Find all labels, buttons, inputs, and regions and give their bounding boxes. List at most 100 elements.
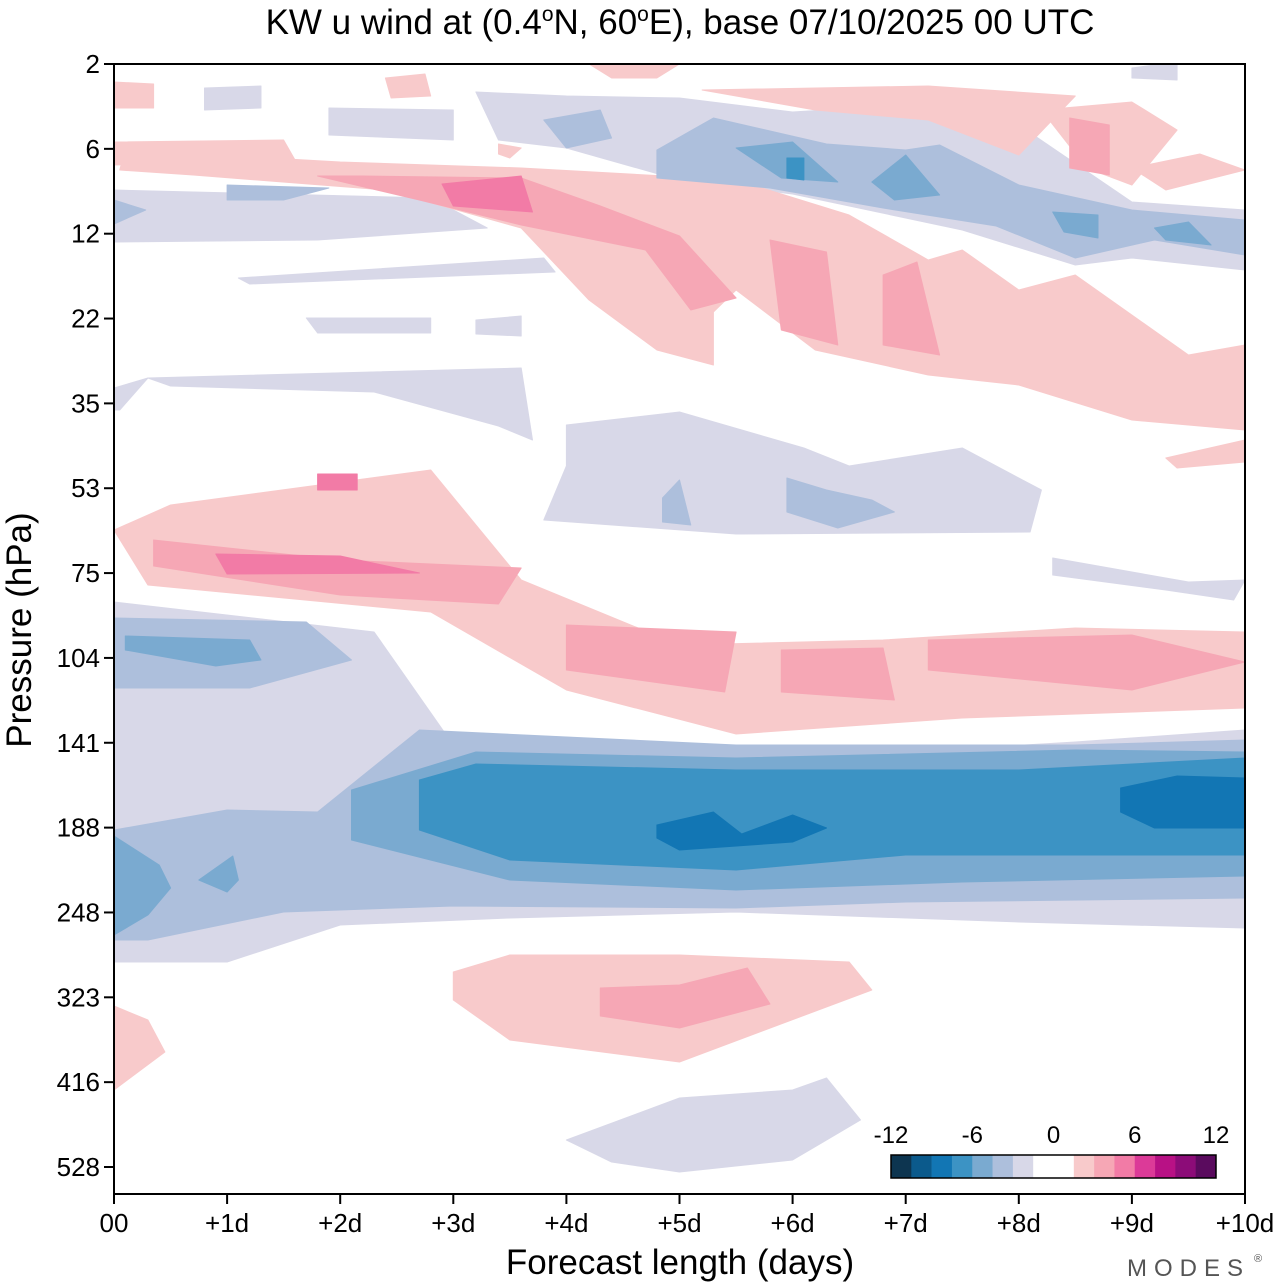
contour-field (114, 64, 1245, 1194)
colorbar-swatch (931, 1155, 953, 1178)
colorbar-tick-label: 0 (1047, 1122, 1060, 1149)
colorbar-swatch (911, 1155, 932, 1178)
colorbar-tick-label: -6 (962, 1122, 983, 1149)
x-axis-label: Forecast length (days) (506, 1243, 854, 1282)
contour-region (114, 81, 155, 109)
y-tick-label: 6 (86, 134, 100, 164)
y-tick-label: 248 (57, 897, 100, 927)
contour-region (498, 143, 522, 159)
contour-region (780, 647, 895, 701)
contour-region (871, 154, 941, 201)
chart-title: KW u wind at (0.4oN, 60oE), base 07/10/2… (266, 3, 1095, 42)
colorbar-tick-label: 6 (1128, 1122, 1141, 1149)
x-tick-label: +5d (657, 1208, 701, 1238)
y-tick-label: 22 (71, 304, 100, 334)
x-tick-label: +7d (884, 1208, 928, 1238)
colorbar-swatch (1155, 1155, 1176, 1178)
y-tick-label: 35 (71, 388, 100, 418)
colorbar-swatch (1073, 1155, 1095, 1178)
colorbar-swatch (1114, 1155, 1136, 1178)
contour-region (441, 175, 533, 213)
contour-region (927, 634, 1245, 691)
y-tick-label: 2 (86, 49, 100, 79)
contour-region (1120, 775, 1245, 829)
contour-region (215, 553, 420, 575)
x-tick-label: +6d (771, 1208, 815, 1238)
contour-region (588, 64, 680, 79)
contour-region (662, 479, 692, 526)
contour-region (1165, 439, 1245, 469)
colorbar: -12 -6 0 6 12 (874, 1122, 1230, 1179)
x-tick-label: +8d (997, 1208, 1041, 1238)
contour-region (786, 157, 805, 181)
brand-logo: MODES (1127, 1255, 1250, 1282)
colorbar-swatch (1195, 1155, 1217, 1178)
x-tick-label: +10d (1216, 1208, 1275, 1238)
x-tick-label: +9d (1110, 1208, 1154, 1238)
x-tick-label: +2d (318, 1208, 362, 1238)
contour-region (1052, 557, 1245, 601)
colorbar-swatch (1094, 1155, 1115, 1178)
y-tick-label: 141 (57, 728, 100, 758)
registered-mark: ® (1254, 1253, 1262, 1265)
y-tick-label: 53 (71, 473, 100, 503)
contour-region (114, 835, 172, 936)
contour-region (1052, 211, 1099, 239)
colorbar-swatch (992, 1155, 1014, 1178)
contour-region (147, 367, 533, 441)
colorbar-swatch (891, 1155, 912, 1178)
colorbar-frame (890, 1154, 1217, 1179)
contour-region (384, 73, 432, 99)
colorbar-swatch (1033, 1155, 1054, 1178)
contour-region (1131, 153, 1245, 191)
contour-region (882, 261, 941, 356)
colorbar-tick-label: -12 (874, 1122, 909, 1149)
contour-region (543, 109, 613, 149)
contour-region (565, 1077, 861, 1173)
y-axis-label: Pressure (hPa) (0, 512, 39, 747)
y-tick-label: 528 (57, 1152, 100, 1182)
y-tick-label: 12 (71, 219, 100, 249)
y-tick-label: 323 (57, 982, 100, 1012)
contour-region (237, 257, 556, 285)
colorbar-swatch (951, 1155, 973, 1178)
contour-region (305, 317, 432, 334)
contour-region (124, 635, 262, 667)
contour-region (1069, 117, 1110, 176)
y-tick-label: 75 (71, 558, 100, 588)
colorbar-swatch (972, 1155, 993, 1178)
contour-region (226, 184, 330, 201)
contour-region (599, 967, 771, 1029)
contour-region (418, 757, 1245, 871)
contour-region (114, 189, 488, 243)
contour-region (114, 199, 147, 225)
x-tick-label: +4d (544, 1208, 588, 1238)
colorbar-swatch (1175, 1155, 1196, 1178)
contour-region (1131, 64, 1178, 81)
colorbar-swatch (1012, 1155, 1034, 1178)
contour-region (317, 473, 358, 491)
contour-region (701, 85, 1076, 156)
contour-region (114, 139, 296, 166)
contour-region (204, 85, 262, 111)
contour-region (198, 855, 239, 893)
contour-region (114, 1005, 166, 1091)
contour-region (114, 377, 149, 411)
contour-region (565, 624, 737, 693)
colorbar-tick-label: 12 (1203, 1122, 1230, 1149)
axes: 00 +1d +2d +3d +4d +5d +6d +7d +8d +9d +10d 2 6 12 22 3… (57, 49, 1275, 1238)
y-tick-label: 416 (57, 1067, 100, 1097)
colorbar-swatch (1053, 1155, 1075, 1178)
x-tick-label: 00 (100, 1208, 129, 1238)
contour-region (1154, 221, 1212, 246)
contour-region (769, 239, 839, 346)
contour-region (656, 811, 827, 851)
y-tick-label: 104 (57, 643, 100, 673)
contour-region (328, 107, 454, 141)
y-tick-label: 188 (57, 813, 100, 843)
x-tick-label: +3d (431, 1208, 475, 1238)
contour-region (786, 477, 895, 529)
colorbar-swatch (1134, 1155, 1156, 1178)
contour-region (475, 315, 522, 337)
